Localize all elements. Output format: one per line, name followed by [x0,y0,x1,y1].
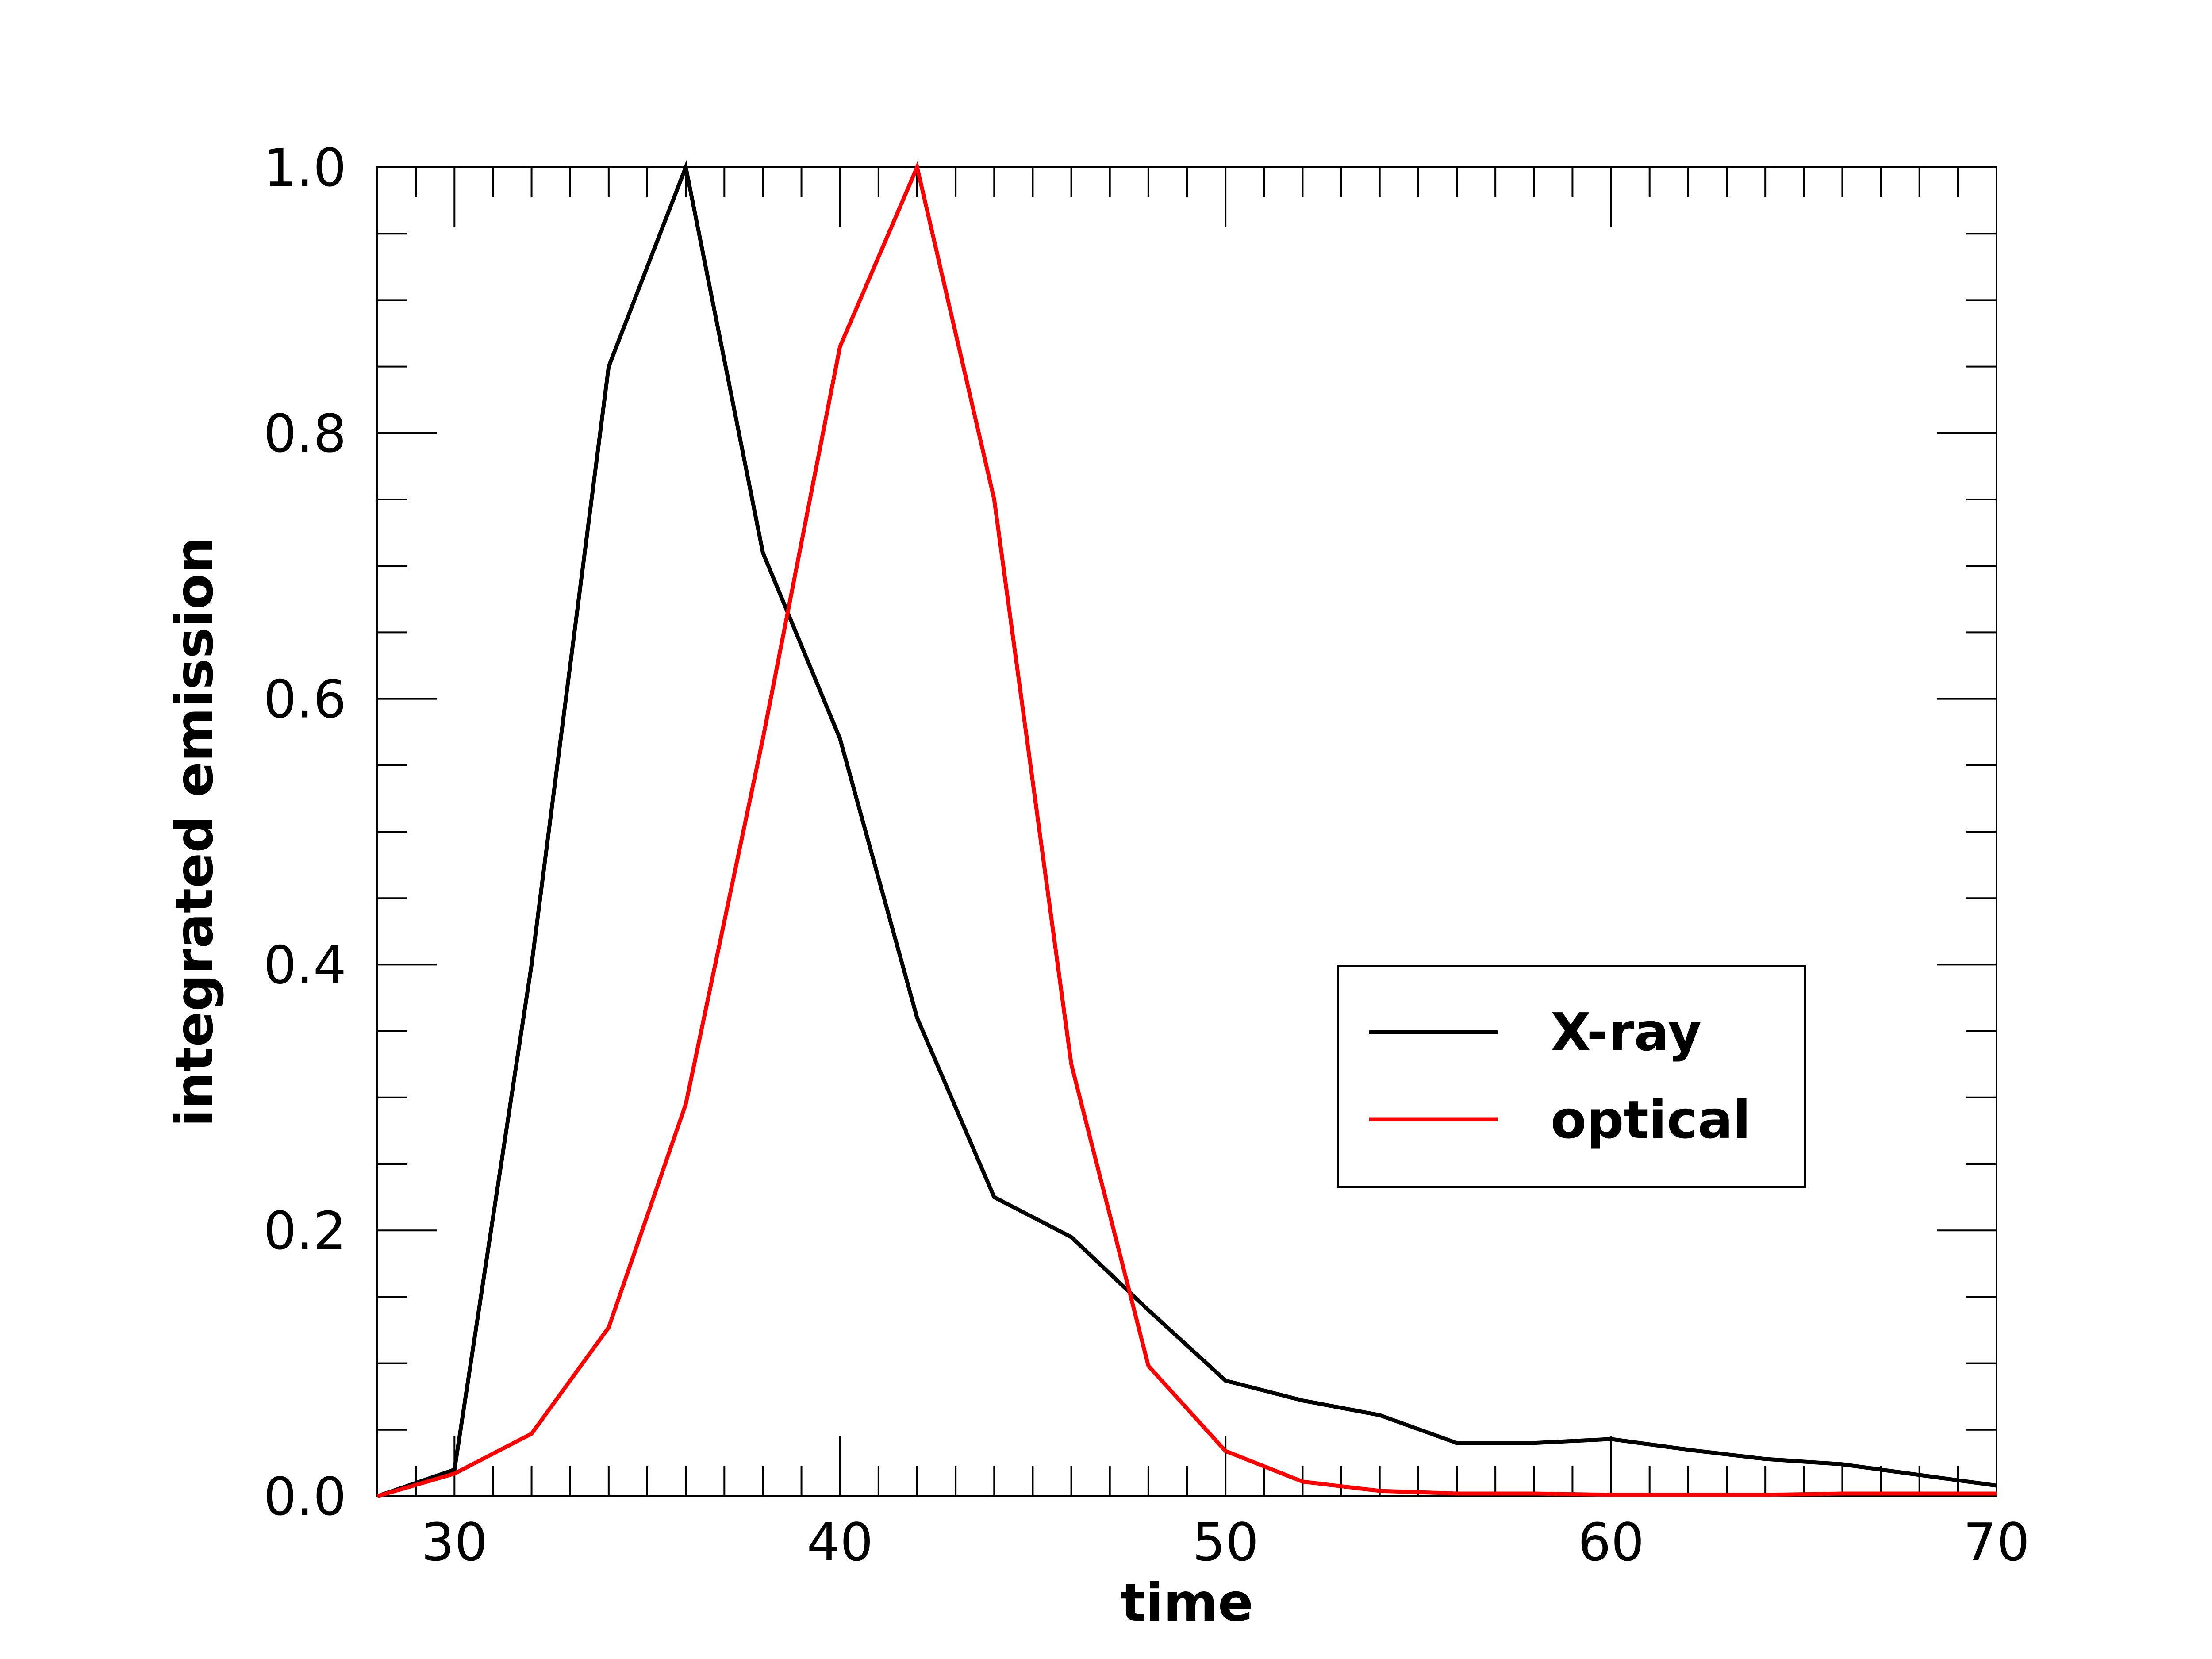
major-ticks [377,166,1997,1497]
x-axis-title: time [1121,1572,1253,1633]
minor-ticks [376,167,1997,1496]
x-tick-label: 30 [421,1512,488,1573]
y-tick-label: 0.6 [263,669,346,730]
y-axis-title: integrated emission [164,537,225,1127]
y-tick-labels: 0.0 0.2 0.4 0.6 0.8 1.0 [263,137,346,1527]
legend-label-optical: optical [1551,1089,1751,1150]
x-tick-label: 40 [807,1512,873,1573]
y-tick-label: 0.0 [263,1466,346,1527]
x-tick-labels: 30 40 50 60 70 [421,1512,2030,1573]
x-tick-label: 60 [1578,1512,1644,1573]
y-tick-label: 0.8 [263,403,346,464]
series-lines [376,160,1997,1498]
y-tick-label: 1.0 [263,137,346,198]
series-line-optical [376,161,1997,1498]
y-tick-label: 0.4 [263,934,346,995]
series-line-x-ray [376,160,1997,1498]
x-tick-label: 50 [1192,1512,1259,1573]
legend-box [1337,965,1806,1188]
legend: X-ray optical [1337,965,1806,1188]
legend-label-x-ray: X-ray [1551,1002,1701,1063]
y-tick-label: 0.2 [263,1200,346,1261]
x-tick-label: 70 [1963,1512,2030,1573]
